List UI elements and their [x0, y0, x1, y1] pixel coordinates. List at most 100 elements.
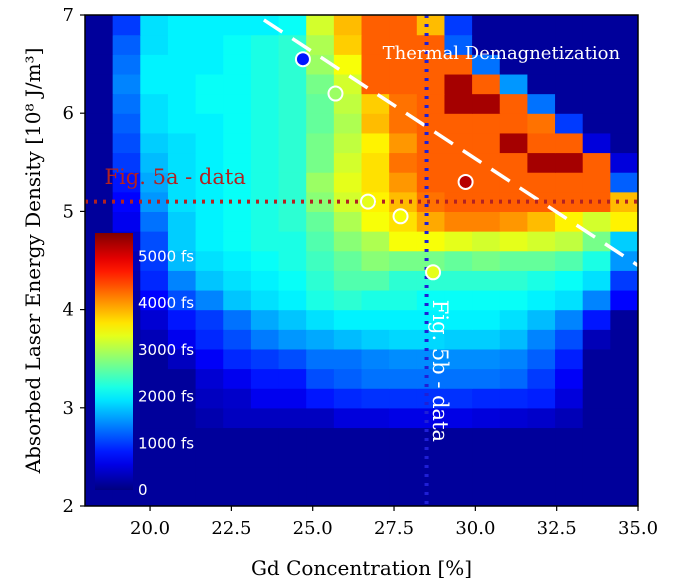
heatmap-cell	[472, 54, 501, 75]
heatmap-cell	[416, 172, 446, 193]
heatmap-cell	[389, 93, 418, 114]
heatmap-cell	[195, 289, 224, 311]
heatmap-cell	[472, 172, 501, 193]
heatmap-cell	[306, 407, 335, 429]
heatmap-cell	[582, 466, 611, 487]
heatmap-cell	[555, 231, 584, 252]
x-axis-ticks: 20.0 22.5 25.0 27.5 30.0 32.5 35.0	[130, 506, 658, 539]
heatmap-cell	[389, 309, 418, 330]
heatmap-cell	[610, 132, 638, 154]
heatmap-cell	[444, 348, 473, 370]
heatmap-cell	[167, 309, 197, 330]
heatmap-cell	[333, 447, 363, 468]
heatmap-cell	[527, 34, 556, 55]
heatmap-cell	[223, 93, 252, 114]
heatmap-cell	[555, 152, 584, 173]
heatmap-cell	[610, 368, 638, 389]
heatmap-cell	[223, 15, 252, 16]
heatmap-cell	[167, 93, 197, 114]
heatmap-cell	[610, 191, 638, 212]
heatmap-cell	[223, 466, 252, 487]
heatmap-cell	[250, 132, 280, 154]
heatmap-cell	[389, 250, 418, 271]
heatmap-cell	[112, 54, 141, 75]
heatmap-cell	[278, 93, 307, 114]
heatmap-cell	[85, 191, 114, 212]
data-point	[360, 193, 377, 210]
heatmap-cell	[444, 34, 473, 55]
heatmap-cell	[499, 447, 528, 468]
heatmap-cell	[472, 447, 501, 468]
heatmap-cell	[167, 289, 197, 311]
heatmap-cell	[472, 34, 501, 55]
heatmap-cell	[85, 34, 114, 55]
heatmap-cell	[278, 447, 307, 468]
heatmap-cell	[527, 15, 556, 36]
heatmap-cell	[112, 486, 141, 506]
heatmap-cell	[306, 368, 335, 389]
heatmap-cell	[444, 407, 473, 429]
heatmap-cell	[167, 368, 197, 389]
heatmap-cell	[582, 113, 611, 134]
heatmap-cell	[167, 427, 197, 448]
heatmap-cell	[527, 54, 556, 75]
heatmap-cell	[527, 309, 556, 330]
heatmap-cell	[250, 329, 280, 350]
heatmap-cell	[361, 486, 390, 506]
heatmap-cell	[306, 388, 335, 409]
heatmap-cell	[250, 172, 280, 193]
heatmap-cell	[582, 73, 611, 95]
heatmap-cell	[610, 447, 638, 468]
heatmap-cell	[416, 15, 446, 16]
heatmap-cell	[361, 15, 390, 16]
heatmap-cell	[250, 152, 280, 173]
heatmap-cell	[112, 73, 141, 95]
heatmap-cell	[278, 172, 307, 193]
heatmap-cell	[195, 54, 224, 75]
heatmap-cell	[555, 113, 584, 134]
heatmap-cell	[499, 427, 528, 448]
heatmap-cell	[555, 15, 584, 16]
heatmap-cell	[527, 289, 556, 311]
heatmap-cell	[610, 388, 638, 409]
heatmap-cell	[195, 447, 224, 468]
heatmap-cell	[389, 447, 418, 468]
heatmap-cell	[112, 211, 141, 232]
heatmap-cell	[499, 329, 528, 350]
heatmap-cell	[112, 191, 141, 212]
heatmap-cell	[444, 152, 473, 173]
heatmap-cell	[306, 15, 335, 16]
heatmap-cell	[250, 466, 280, 487]
heatmap-cell	[195, 329, 224, 350]
heatmap-cell	[444, 270, 473, 291]
heatmap-cell	[306, 486, 335, 506]
heatmap-cell	[223, 270, 252, 291]
heatmap-cell	[223, 54, 252, 75]
heatmap-cell	[610, 250, 638, 271]
heatmap-cell	[195, 172, 224, 193]
heatmap-cell	[306, 329, 335, 350]
data-point	[425, 264, 442, 281]
heatmap-cell	[555, 93, 584, 114]
heatmap-cell	[195, 15, 224, 16]
heatmap-cell	[389, 152, 418, 173]
heatmap-cell	[223, 289, 252, 311]
heatmap-cell	[499, 73, 528, 95]
heatmap-cell	[444, 329, 473, 350]
heatmap-cell	[223, 211, 252, 232]
heatmap-cell	[555, 466, 584, 487]
heatmap-cell	[167, 34, 197, 55]
heatmap-cell	[610, 73, 638, 95]
heatmap-cell	[499, 191, 528, 212]
heatmap-cell	[333, 270, 363, 291]
heatmap-cell	[444, 466, 473, 487]
heatmap-cell	[306, 152, 335, 173]
heatmap-cell	[361, 329, 390, 350]
heatmap-cell	[416, 309, 446, 330]
heatmap-cell	[278, 486, 307, 506]
heatmap-cell	[361, 289, 390, 311]
heatmap-cell	[140, 34, 169, 55]
heatmap-cell	[195, 250, 224, 271]
heatmap-cell	[223, 231, 252, 252]
heatmap-cell	[278, 466, 307, 487]
